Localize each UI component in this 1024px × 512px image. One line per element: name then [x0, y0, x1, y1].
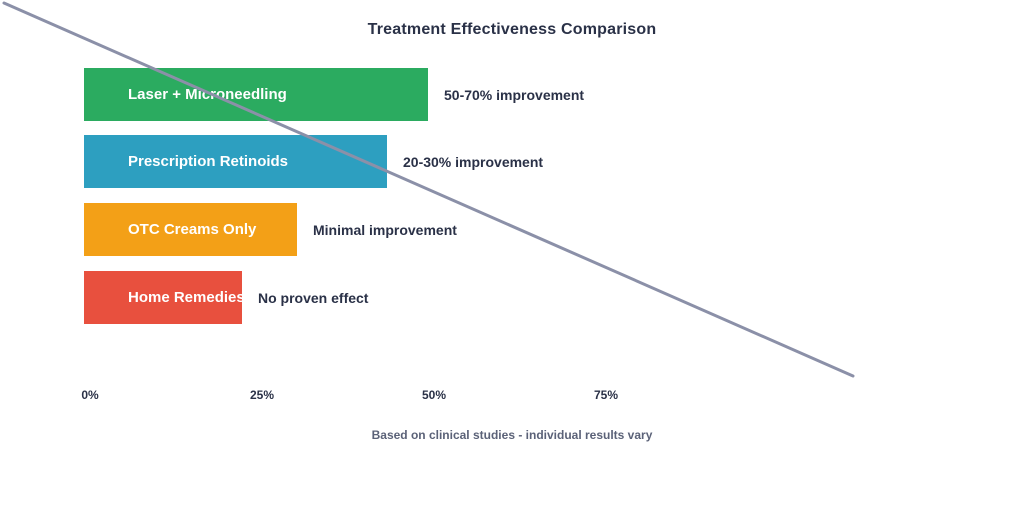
bar-laser-microneedling: Laser + Microneedling: [84, 68, 428, 121]
bar-label: Laser + Microneedling: [128, 86, 287, 103]
bar-row-prescription-retinoids: Prescription Retinoids 20-30% improvemen…: [84, 135, 543, 188]
x-axis-tick-0: 0%: [81, 388, 99, 402]
bar-row-home-remedies: Home Remedies No proven effect: [84, 271, 368, 324]
bar-otc-creams: OTC Creams Only: [84, 203, 297, 256]
x-axis-tick-25: 25%: [249, 388, 275, 402]
bar-prescription-retinoids: Prescription Retinoids: [84, 135, 387, 188]
bar-label: OTC Creams Only: [128, 221, 257, 238]
bar-annotation: 50-70% improvement: [444, 86, 585, 103]
bar-row-laser-microneedling: Laser + Microneedling 50-70% improvement: [84, 68, 584, 121]
bar-label: Prescription Retinoids: [128, 153, 289, 170]
chart-footnote: Based on clinical studies - individual r…: [371, 428, 653, 442]
bar-annotation: 20-30% improvement: [403, 153, 544, 170]
bar-annotation: No proven effect: [258, 289, 369, 306]
x-axis-tick-50: 50%: [421, 388, 447, 402]
bar-row-otc-creams: OTC Creams Only Minimal improvement: [84, 203, 457, 256]
chart-title: Treatment Effectiveness Comparison: [367, 21, 657, 38]
bar-home-remedies: Home Remedies: [84, 271, 245, 324]
bar-label: Home Remedies: [128, 289, 245, 306]
x-axis-tick-75: 75%: [593, 388, 619, 402]
bar-annotation: Minimal improvement: [313, 221, 457, 238]
